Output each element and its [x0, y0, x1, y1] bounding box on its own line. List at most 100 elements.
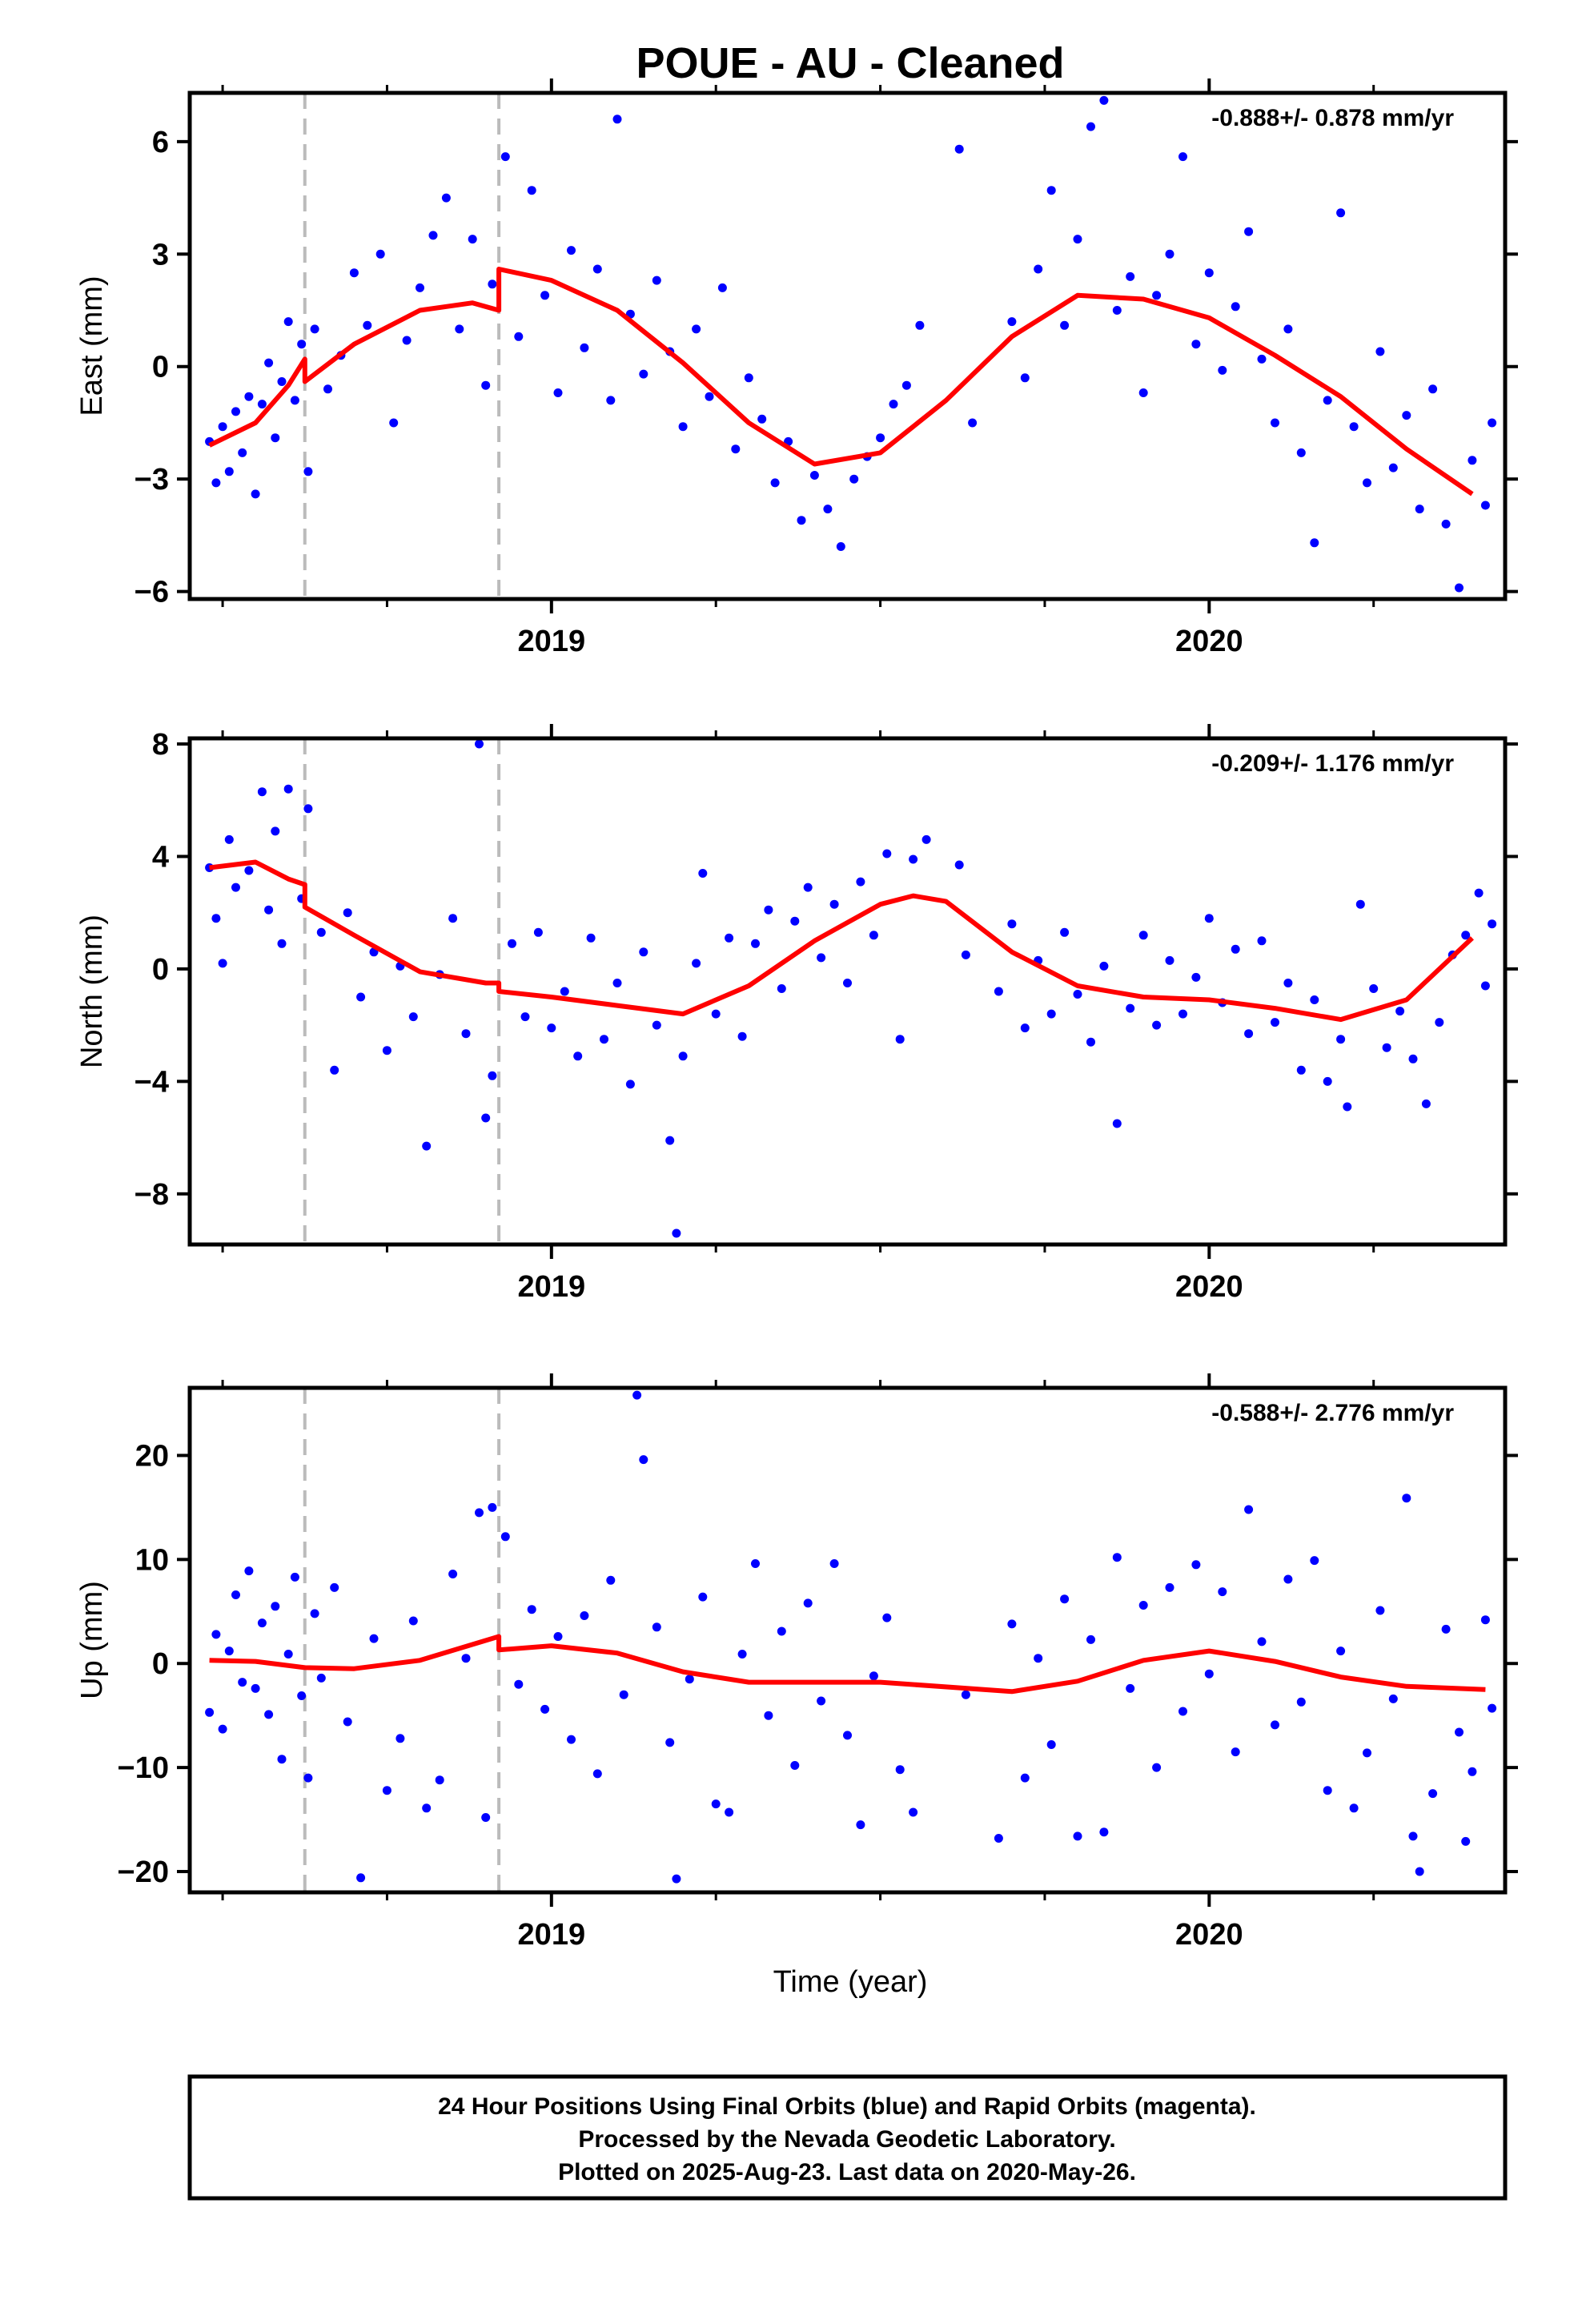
east-point-34 — [540, 291, 550, 300]
east-point-5 — [238, 448, 247, 457]
up-point-59 — [843, 1731, 852, 1740]
north-point-10 — [283, 784, 293, 794]
east-point-54 — [797, 516, 806, 525]
east-point-78 — [1165, 249, 1174, 259]
up-point-103 — [1461, 1836, 1471, 1846]
east-fit-line — [208, 267, 1474, 497]
x-axis-label: Time (year) — [773, 1965, 928, 1999]
footer-line-3: Plotted on 2025-Aug-23. Last data on 202… — [558, 2159, 1136, 2185]
east-point-38 — [592, 264, 602, 274]
up-point-101 — [1441, 1624, 1451, 1634]
north-point-26 — [481, 1113, 491, 1123]
east-point-17 — [323, 384, 332, 394]
up-point-87 — [1271, 1720, 1279, 1730]
north-point-58 — [882, 849, 892, 858]
up-point-18 — [330, 1582, 339, 1592]
up-point-10 — [271, 1602, 280, 1611]
east-point-92 — [1349, 422, 1359, 432]
up-point-105 — [1480, 1615, 1490, 1625]
east-point-68 — [1034, 264, 1043, 274]
north-point-49 — [764, 905, 773, 915]
east-y-tick-label-3: −3 — [135, 463, 169, 497]
east-point-81 — [1204, 268, 1214, 278]
up-point-54 — [777, 1626, 786, 1636]
north-point-42 — [678, 1051, 688, 1061]
up-point-76 — [1126, 1683, 1135, 1693]
east-y-tick-label-0: 6 — [152, 126, 169, 159]
east-point-13 — [290, 396, 299, 405]
up-point-106 — [1488, 1703, 1497, 1713]
north-point-98 — [1435, 1018, 1444, 1027]
up-point-9 — [264, 1710, 274, 1719]
north-point-94 — [1382, 1043, 1391, 1052]
east-x-tick-label-1: 2020 — [1175, 625, 1243, 658]
up-point-39 — [592, 1769, 602, 1779]
up-point-65 — [961, 1690, 970, 1699]
north-point-46 — [725, 933, 734, 943]
up-y-tick-label-1: 10 — [135, 1543, 169, 1577]
north-point-32 — [560, 987, 569, 996]
up-point-63 — [895, 1765, 905, 1775]
up-point-86 — [1257, 1637, 1267, 1647]
east-point-1 — [211, 478, 221, 488]
east-panel: 6 3 0 −3 −6 East (mm) 2019 2020 -0.888+/- 0.878 … — [75, 78, 1518, 658]
east-point-58 — [849, 474, 859, 484]
up-point-74 — [1099, 1827, 1109, 1837]
east-rate-label: -0.888+/- 0.878 mm/yr — [1211, 105, 1454, 131]
east-point-98 — [1428, 384, 1438, 394]
up-point-17 — [316, 1673, 326, 1683]
up-point-4 — [231, 1590, 240, 1599]
up-point-56 — [803, 1598, 813, 1608]
east-point-27 — [455, 324, 464, 334]
east-point-4 — [231, 407, 240, 416]
up-point-31 — [488, 1502, 497, 1512]
east-point-80 — [1191, 340, 1201, 349]
north-y-tick-label-4: −8 — [135, 1178, 169, 1212]
up-point-85 — [1244, 1505, 1254, 1514]
east-point-95 — [1388, 463, 1398, 472]
up-point-52 — [751, 1559, 760, 1568]
east-point-56 — [823, 505, 833, 514]
north-point-29 — [520, 1012, 530, 1022]
up-point-67 — [1007, 1619, 1017, 1629]
east-point-57 — [836, 542, 845, 551]
north-point-14 — [330, 1065, 339, 1075]
east-point-96 — [1402, 411, 1411, 420]
up-point-102 — [1455, 1727, 1464, 1737]
east-point-66 — [1007, 317, 1017, 327]
up-point-22 — [382, 1786, 391, 1795]
north-point-24 — [461, 1029, 471, 1039]
north-point-4 — [231, 883, 240, 892]
east-point-88 — [1296, 448, 1306, 457]
east-y-tick-label-4: −6 — [135, 576, 169, 609]
up-point-26 — [435, 1775, 444, 1785]
north-point-40 — [665, 1136, 675, 1145]
east-point-39 — [606, 396, 616, 405]
east-x-tick-label-0: 2019 — [518, 625, 586, 658]
north-point-43 — [692, 959, 701, 968]
up-point-88 — [1283, 1574, 1293, 1584]
up-point-40 — [606, 1575, 616, 1585]
north-point-53 — [817, 953, 826, 963]
east-point-10 — [271, 433, 280, 443]
east-point-82 — [1218, 365, 1227, 375]
up-point-46 — [672, 1874, 681, 1884]
up-point-51 — [737, 1650, 747, 1659]
east-point-75 — [1126, 271, 1135, 281]
east-point-24 — [416, 283, 424, 292]
up-point-44 — [652, 1622, 661, 1632]
footer-line-1: 24 Hour Positions Using Final Orbits (bl… — [438, 2093, 1256, 2120]
north-point-74 — [1126, 1003, 1135, 1013]
up-y-tick-label-3: −10 — [118, 1751, 169, 1785]
north-point-15 — [343, 908, 352, 918]
north-point-21 — [422, 1141, 432, 1151]
north-point-59 — [895, 1035, 905, 1044]
north-y-tick-label-2: 0 — [152, 953, 169, 987]
up-panel: 20 10 0 −10 −20 Up (mm) 2019 2020 -0.588+/- 2.77… — [75, 1373, 1518, 1952]
north-point-95 — [1395, 1007, 1405, 1016]
north-point-60 — [909, 854, 918, 864]
north-point-75 — [1138, 931, 1148, 940]
north-point-82 — [1231, 944, 1240, 954]
up-rate-label: -0.588+/- 2.776 mm/yr — [1211, 1400, 1454, 1426]
